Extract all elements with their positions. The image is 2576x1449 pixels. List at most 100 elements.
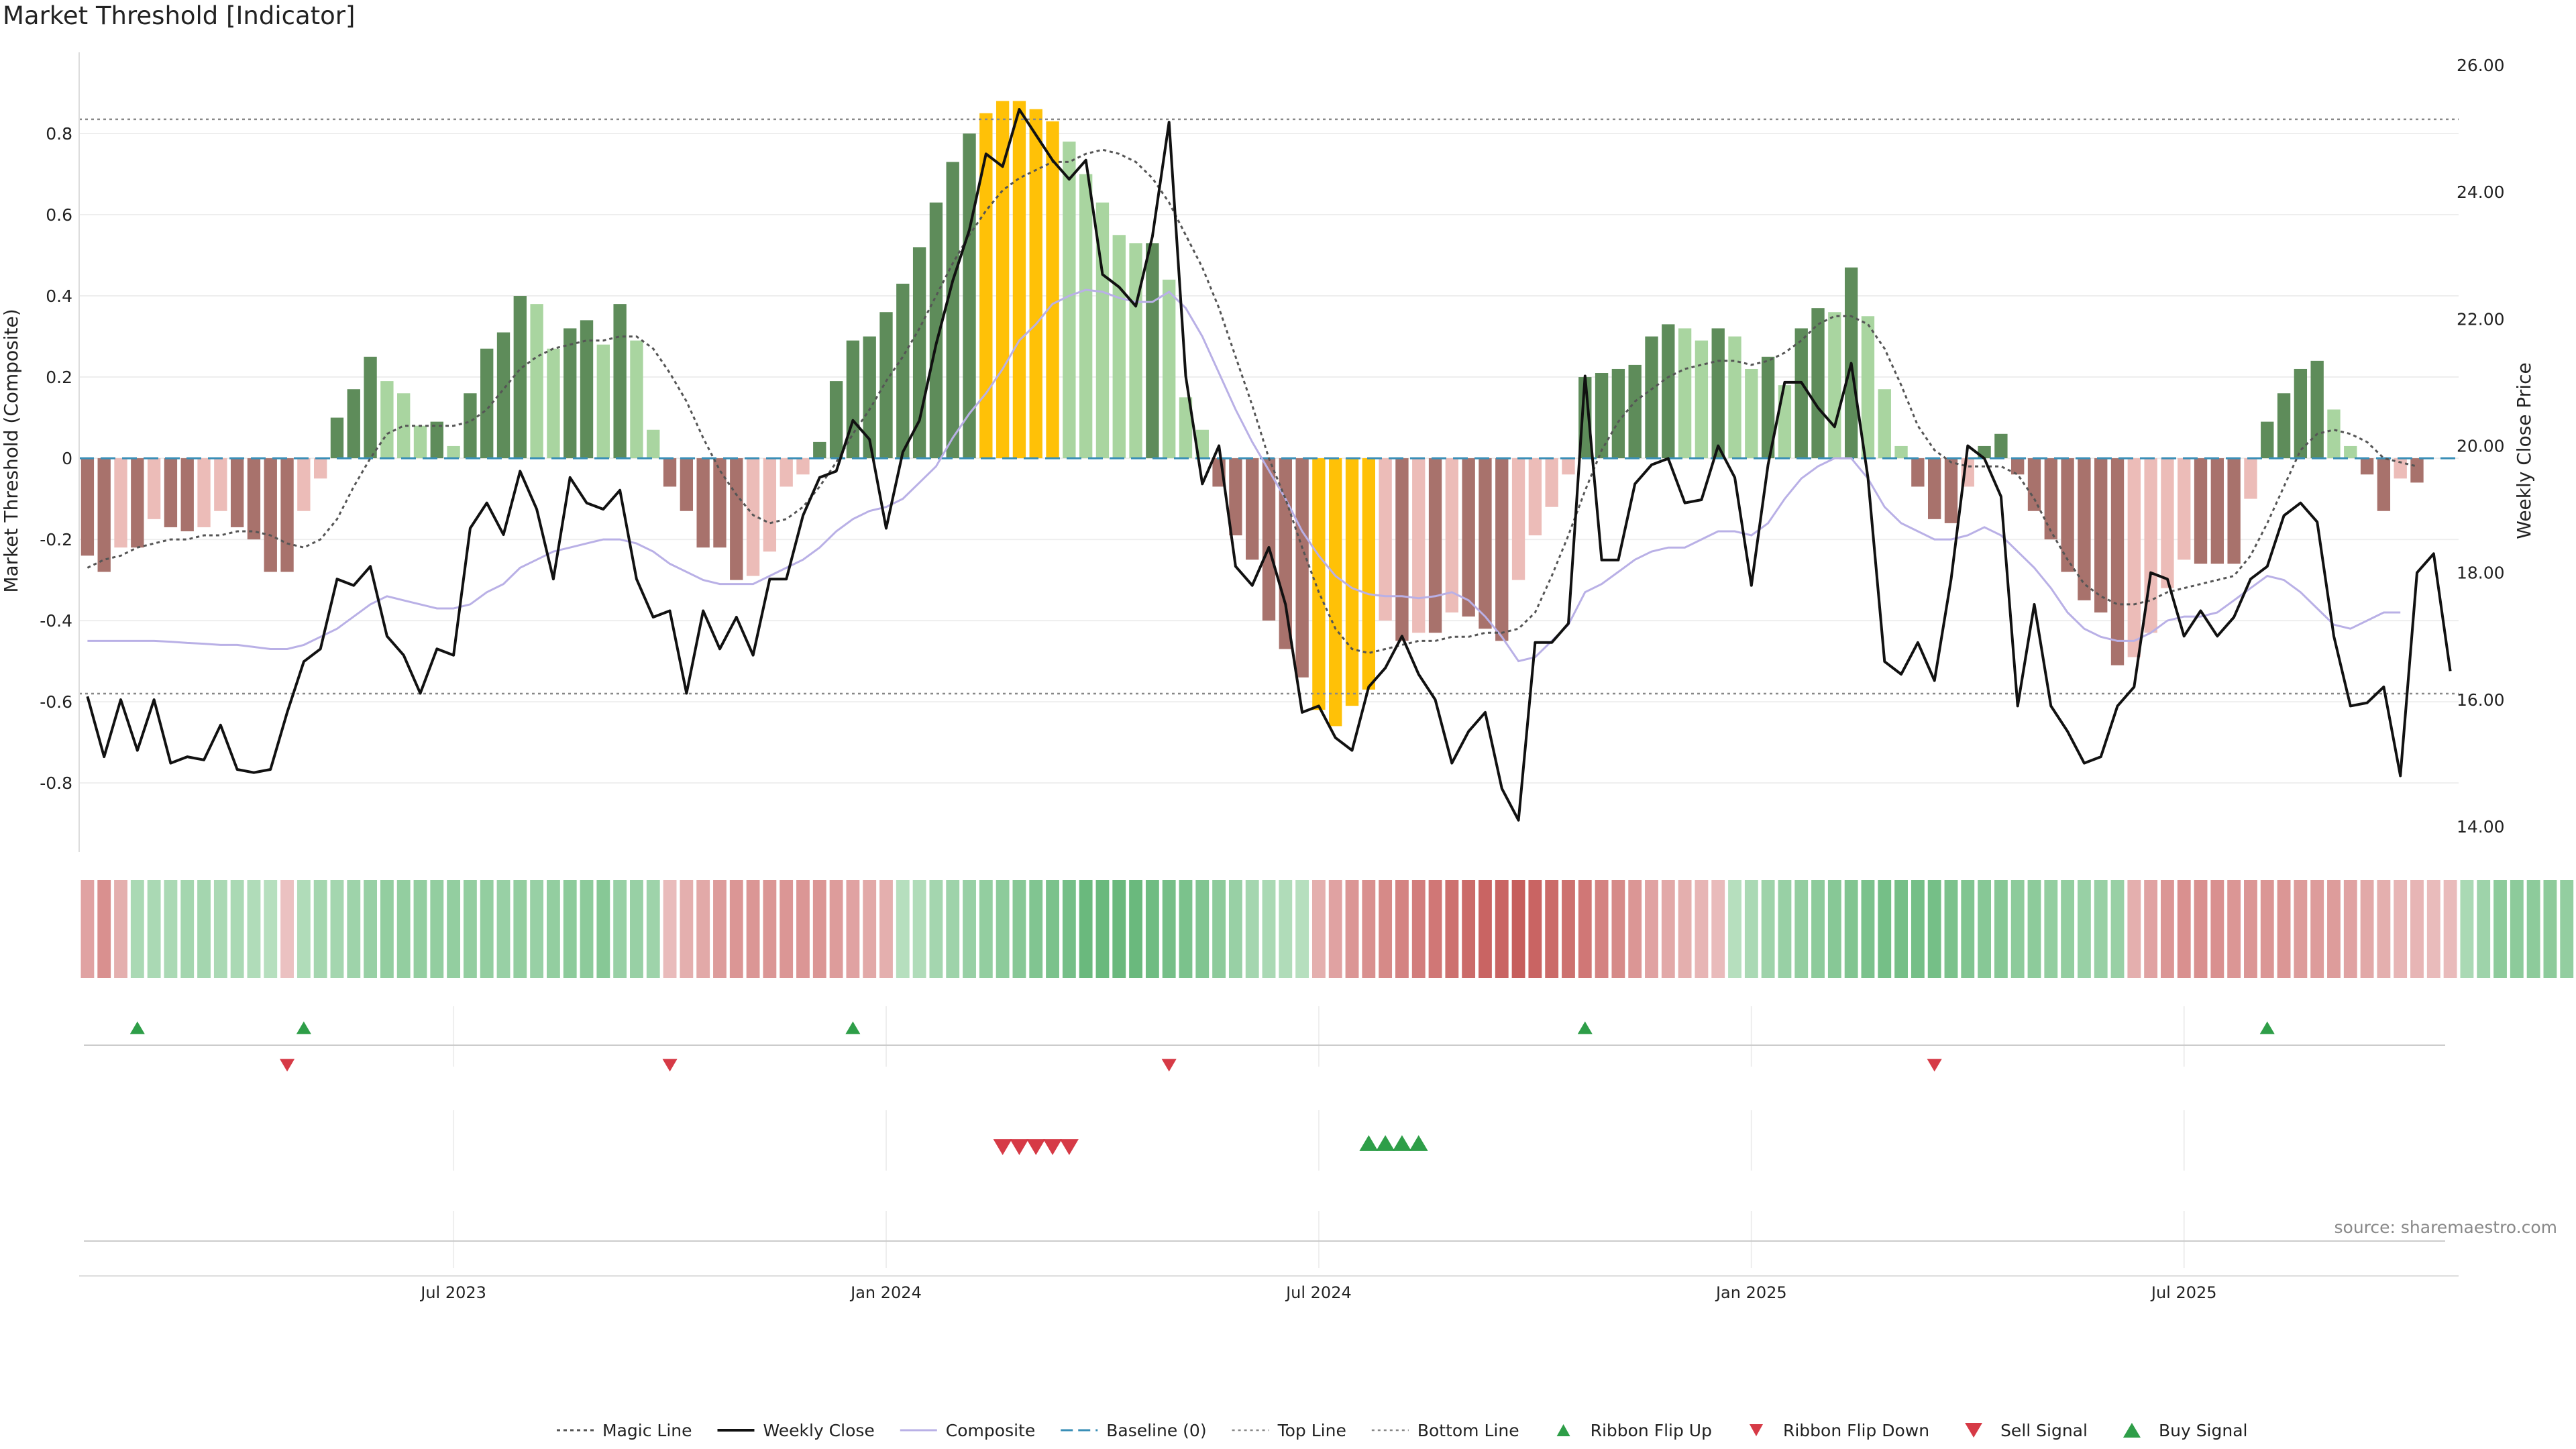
ribbon-cell xyxy=(1528,880,1542,978)
threshold-bar xyxy=(1345,458,1359,706)
y-tick-label-right: 24.00 xyxy=(2457,182,2505,202)
threshold-bar xyxy=(2377,458,2391,511)
threshold-bar xyxy=(530,304,543,459)
ribbon-cell xyxy=(1295,880,1309,978)
threshold-bar xyxy=(1511,458,1525,580)
ribbon-cell xyxy=(2377,880,2391,978)
ribbon-flip-up-marker xyxy=(845,1021,861,1034)
ribbon-cell xyxy=(2510,880,2524,978)
ribbon-cell xyxy=(763,880,777,978)
legend-label: Composite xyxy=(946,1421,1035,1440)
ribbon-cell xyxy=(729,880,743,978)
threshold-bar xyxy=(80,458,95,556)
threshold-bar xyxy=(1562,458,1575,475)
ribbon-cell xyxy=(1827,880,1841,978)
ribbon-cell xyxy=(1811,880,1825,978)
ribbon-cell xyxy=(796,880,810,978)
ribbon-cell xyxy=(1029,880,1043,978)
legend-label: Ribbon Flip Down xyxy=(1783,1421,1929,1440)
threshold-bar xyxy=(796,458,810,475)
ribbon-cell xyxy=(1462,880,1476,978)
threshold-bar xyxy=(1129,243,1142,459)
threshold-bar xyxy=(2194,458,2208,564)
ribbon-cell xyxy=(963,880,976,978)
ribbon-cell xyxy=(430,880,444,978)
ribbon-cell xyxy=(130,880,144,978)
threshold-bar xyxy=(1312,458,1326,710)
ribbon-cell xyxy=(2426,880,2440,978)
threshold-bar xyxy=(1878,389,1891,459)
ribbon-cell xyxy=(364,880,377,978)
threshold-bar xyxy=(979,113,993,459)
ribbon-cell xyxy=(1944,880,1958,978)
ribbon-cell xyxy=(663,880,677,978)
ribbon-cell xyxy=(2161,880,2174,978)
threshold-bar xyxy=(863,336,876,459)
threshold-bar xyxy=(780,458,793,487)
threshold-bar xyxy=(580,320,594,459)
legend-swatch xyxy=(2123,1423,2141,1438)
y-tick-label-right: 14.00 xyxy=(2457,817,2505,837)
legend-swatch xyxy=(1749,1424,1763,1436)
ribbon-cell xyxy=(2526,880,2540,978)
ribbon-cell xyxy=(297,880,311,978)
ribbon-cell xyxy=(2110,880,2125,978)
ribbon-cell xyxy=(1728,880,1741,978)
ribbon-cell xyxy=(347,880,361,978)
threshold-bar xyxy=(247,458,261,540)
y-tick-label-left: 0.4 xyxy=(46,286,72,306)
threshold-bar xyxy=(746,458,760,576)
y-tick-label-right: 22.00 xyxy=(2457,309,2505,329)
threshold-bar xyxy=(280,458,294,572)
threshold-bar xyxy=(996,101,1010,459)
ribbon-cell xyxy=(1511,880,1525,978)
threshold-bar xyxy=(2244,458,2257,499)
threshold-bar xyxy=(380,381,394,459)
ribbon-cell xyxy=(1179,880,1193,978)
ribbon-cell xyxy=(2360,880,2374,978)
ribbon-cell xyxy=(1428,880,1442,978)
threshold-bar xyxy=(2094,458,2108,613)
ribbon-cell xyxy=(1012,880,1026,978)
sell-signal-marker xyxy=(1059,1139,1079,1155)
x-tick-label: Jul 2024 xyxy=(1285,1283,1352,1302)
chart-title: Market Threshold [Indicator] xyxy=(3,1,356,30)
ribbon-cell xyxy=(2277,880,2291,978)
threshold-bar xyxy=(1528,458,1542,536)
ribbon-cell xyxy=(2460,880,2474,978)
ribbon-cell xyxy=(946,880,960,978)
threshold-bar xyxy=(480,348,494,459)
threshold-bar xyxy=(1412,458,1426,633)
ribbon-cell xyxy=(2144,880,2158,978)
ribbon-flip-up-marker xyxy=(2259,1021,2275,1034)
legend-label: Buy Signal xyxy=(2159,1421,2248,1440)
y-tick-label-left: 0.8 xyxy=(46,124,72,144)
ribbon-cell xyxy=(1844,880,1858,978)
threshold-bar xyxy=(2327,409,2341,459)
threshold-bar xyxy=(147,458,161,519)
threshold-bar xyxy=(230,458,244,527)
ribbon-cell xyxy=(1495,880,1509,978)
threshold-bar xyxy=(713,458,727,548)
legend-label: Sell Signal xyxy=(2000,1421,2088,1440)
ribbon-cell xyxy=(2194,880,2208,978)
ribbon-cell xyxy=(1362,880,1376,978)
threshold-bar xyxy=(1479,458,1492,629)
legend-label: Bottom Line xyxy=(1417,1421,1519,1440)
ribbon-cell xyxy=(912,880,926,978)
ribbon-cell xyxy=(2493,880,2507,978)
ribbon-cell xyxy=(896,880,910,978)
sell-signal-marker xyxy=(993,1139,1012,1155)
ribbon-cell xyxy=(1861,880,1875,978)
threshold-bar xyxy=(2044,458,2057,540)
threshold-bar xyxy=(1628,364,1642,459)
threshold-bar xyxy=(2310,360,2324,459)
ribbon-cell xyxy=(1445,880,1459,978)
threshold-bar xyxy=(1146,243,1159,459)
y-tick-label-right: 16.00 xyxy=(2457,690,2505,710)
ribbon-cell xyxy=(2260,880,2274,978)
threshold-bar xyxy=(1395,458,1409,641)
y-axis-label-right: Weekly Close Price xyxy=(2513,362,2535,539)
threshold-bar xyxy=(1029,109,1042,459)
ribbon-cell xyxy=(1162,880,1176,978)
